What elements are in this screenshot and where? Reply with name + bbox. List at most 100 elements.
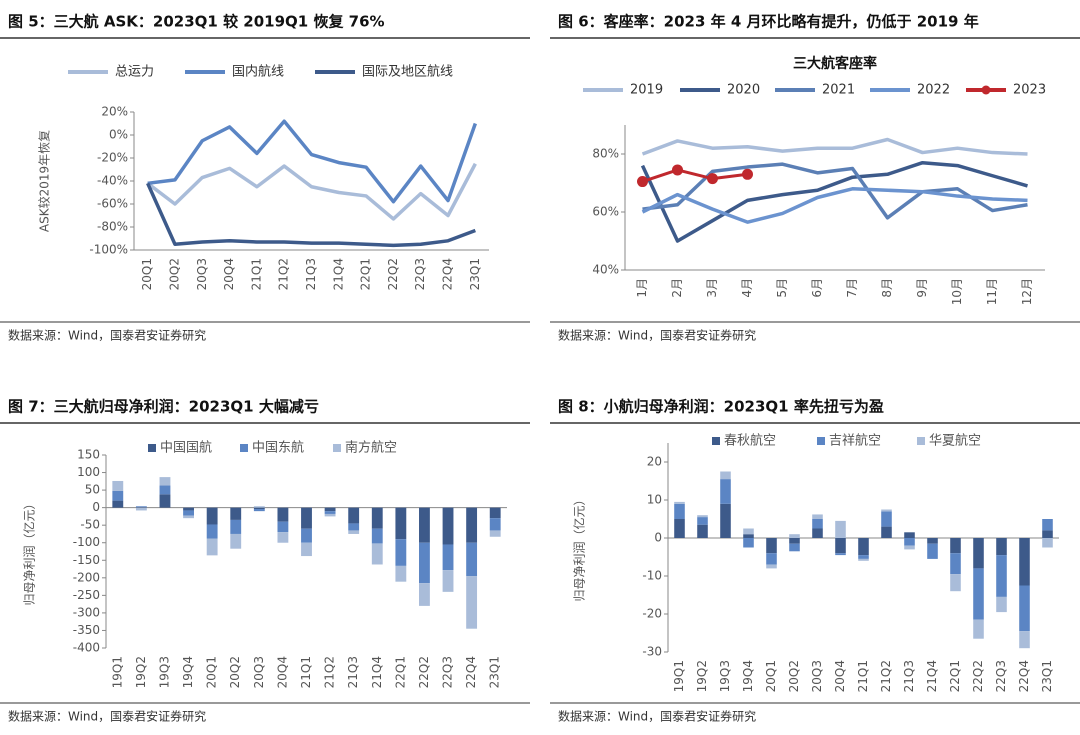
x-tick-label: 22Q4 <box>441 258 455 290</box>
bar-segment <box>466 542 478 577</box>
x-tick-label: 20Q2 <box>228 656 242 688</box>
legend-swatch <box>240 444 248 452</box>
x-tick-label: 19Q1 <box>672 660 686 692</box>
bar-segment <box>489 518 501 531</box>
x-tick-label: 21Q2 <box>277 258 291 290</box>
x-tick-label: 19Q4 <box>181 656 195 688</box>
bar-segment <box>812 519 823 529</box>
point-marker <box>672 164 683 176</box>
series-line <box>146 182 476 248</box>
bar-segment <box>904 545 915 550</box>
y-tick-label: -250 <box>73 588 100 602</box>
bar-segment <box>1019 631 1030 649</box>
bar-segment <box>395 507 407 540</box>
bar-segment <box>301 507 312 529</box>
bar-segment <box>973 538 984 569</box>
y-tick-label: 0 <box>92 500 100 514</box>
series-line <box>147 119 477 204</box>
bar-segment <box>112 500 124 508</box>
y-tick-label: -200 <box>73 570 100 584</box>
bar-segment <box>371 528 383 544</box>
bar-segment <box>135 506 147 508</box>
y-tick-label: -20% <box>97 151 128 165</box>
bar-segment <box>348 523 360 531</box>
bar-segment <box>720 471 731 480</box>
x-tick-label: 21Q1 <box>249 258 263 290</box>
bar-segment <box>950 574 961 592</box>
x-tick-label: 19Q4 <box>741 660 755 692</box>
bar-segment <box>1042 519 1053 531</box>
bar-segment <box>973 568 984 620</box>
bar-segment <box>996 596 1007 613</box>
bar-segment <box>766 538 777 554</box>
figure-title: 图 8：小航归母净利润：2023Q1 率先扭亏为盈 <box>558 398 884 416</box>
x-tick-label: 21Q4 <box>370 656 384 688</box>
bar-segment <box>789 534 800 538</box>
x-tick-label: 20Q4 <box>222 258 236 290</box>
series-line <box>642 162 1028 220</box>
y-tick-label: -20 <box>642 607 662 621</box>
bar-segment <box>881 509 892 512</box>
bar-segment <box>812 528 823 538</box>
x-tick-label: 22Q4 <box>464 656 478 688</box>
series-line <box>640 160 1028 243</box>
y-tick-label: -10 <box>642 569 662 583</box>
x-tick-label: 22Q1 <box>948 660 962 692</box>
bar-segment <box>112 490 124 501</box>
x-tick-label: 19Q2 <box>134 656 148 688</box>
bar-segment <box>419 583 430 606</box>
x-tick-label: 20Q1 <box>140 258 154 290</box>
bar-segment <box>858 558 869 561</box>
bar-segment <box>159 494 171 508</box>
bar-segment <box>674 519 685 538</box>
bar-segment <box>395 565 407 582</box>
x-tick-label: 10月 <box>950 278 964 305</box>
y-axis-label: 归母净利润（亿元） <box>572 493 587 601</box>
bar-segment <box>159 485 171 495</box>
x-tick-label: 22Q3 <box>994 660 1008 692</box>
legend-label: 南方航空 <box>345 440 397 456</box>
source: 数据来源：Wind，国泰君安证券研究 <box>558 328 756 343</box>
bar-segment <box>766 553 777 565</box>
legend-label: 2021 <box>822 83 855 98</box>
y-tick-label: -300 <box>73 605 100 619</box>
y-tick-label: 150 <box>77 448 100 462</box>
y-axis-label: ASK较2019年恢复 <box>37 130 52 232</box>
bar-segment <box>927 538 938 544</box>
source: 数据来源：Wind，国泰君安证券研究 <box>558 709 756 724</box>
y-tick-label: 10 <box>647 493 662 507</box>
bar-segment <box>277 521 289 533</box>
y-tick-label: -30 <box>642 645 662 659</box>
legend-label: 中国东航 <box>252 440 304 456</box>
bar-segment <box>253 507 265 510</box>
bar-segment <box>371 543 383 565</box>
x-tick-label: 22Q2 <box>971 660 985 692</box>
panel: 图 6：客座率：2023 年 4 月环比略有提升，仍低于 2019 年数据来源：… <box>550 13 1080 343</box>
legend-label: 华夏航空 <box>929 433 981 449</box>
y-tick-label: 0% <box>109 128 128 142</box>
legend-label: 2022 <box>917 83 950 98</box>
bar-segment <box>135 507 147 511</box>
bar-segment <box>183 507 194 511</box>
x-tick-label: 20Q3 <box>810 660 824 692</box>
legend-swatch <box>333 444 341 452</box>
y-tick-label: -350 <box>73 623 100 637</box>
x-tick-label: 20Q1 <box>764 660 778 692</box>
bar-segment <box>1019 585 1030 632</box>
figure-title: 图 7：三大航归母净利润：2023Q1 大幅减亏 <box>8 398 319 416</box>
bar-segment <box>973 619 984 639</box>
x-tick-label: 22Q4 <box>1017 660 1031 692</box>
x-tick-label: 19Q3 <box>157 656 171 688</box>
y-tick-label: -50 <box>80 518 100 532</box>
series-line <box>641 137 1028 156</box>
legend-label: 中国国航 <box>160 440 212 456</box>
x-tick-label: 21Q4 <box>925 660 939 692</box>
x-tick-label: 7月 <box>845 278 859 298</box>
bar-segment <box>674 501 685 504</box>
x-tick-label: 21Q2 <box>323 656 337 688</box>
bar-segment <box>766 564 777 569</box>
bar-segment <box>442 544 454 571</box>
panel: 图 7：三大航归母净利润：2023Q1 大幅减亏数据来源：Wind，国泰君安证券… <box>0 398 530 724</box>
y-tick-label: 40% <box>592 263 619 277</box>
bar-segment <box>743 528 754 535</box>
